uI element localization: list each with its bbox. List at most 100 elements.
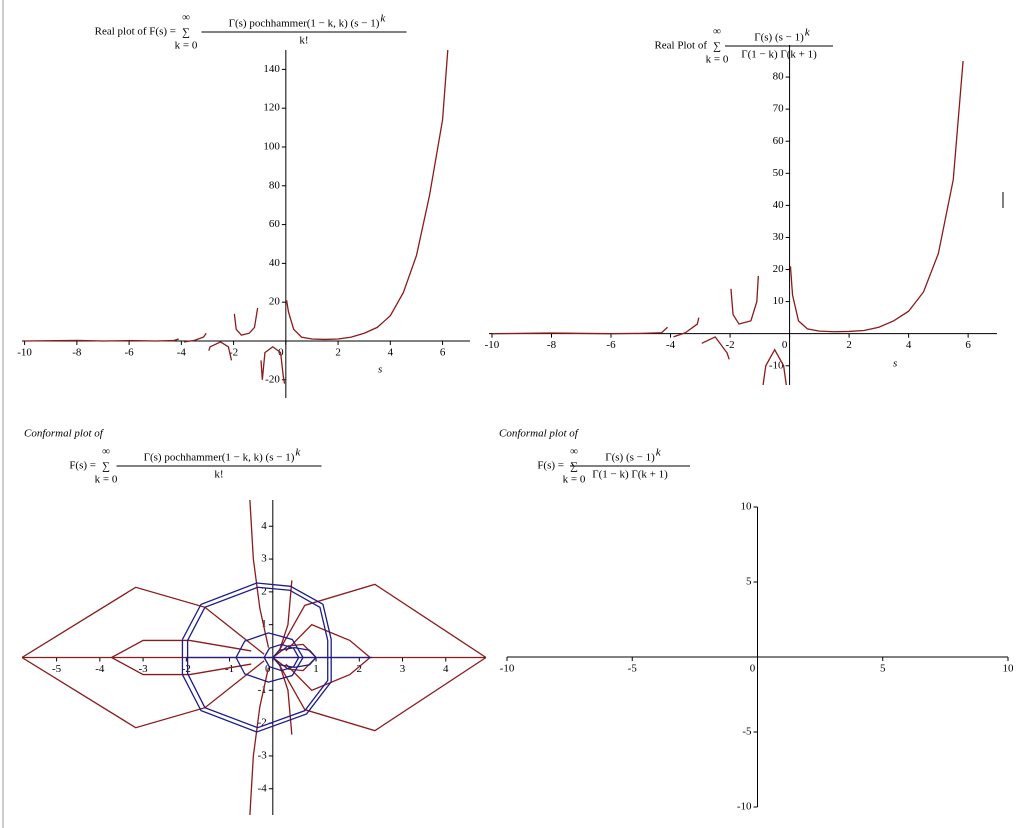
y-tick-label: -10: [769, 359, 784, 371]
y-tick-label: 70: [773, 103, 785, 115]
x-tick-label: -2: [182, 663, 191, 675]
y-tick-label: 3: [261, 553, 267, 565]
y-tick-label: 10: [773, 295, 785, 307]
plot-heading: Conformal plot of: [24, 428, 105, 440]
title-prefix: F(s) =: [537, 460, 564, 472]
title-prefix: Real plot of F(s) =: [95, 26, 176, 38]
x-tick-label: -3: [138, 663, 148, 675]
denominator: Γ(1 − k) Γ(k + 1): [741, 49, 817, 61]
y-tick-label: -4: [258, 782, 268, 794]
x-axis-label: s: [378, 364, 382, 376]
denominator: Γ(1 − k) Γ(k + 1): [592, 469, 668, 481]
x-tick-label: -1: [225, 663, 234, 675]
x-tick-label: 6: [440, 347, 446, 359]
curve: [110, 639, 252, 676]
curve: [701, 336, 730, 360]
y-tick-label: -2: [258, 717, 267, 729]
y-tick-label: 80: [269, 179, 281, 191]
curve: [233, 307, 259, 336]
exponent: k: [805, 27, 811, 39]
y-tick-label: -3: [258, 749, 268, 761]
curve: [208, 341, 233, 361]
sum-upper: ∞: [570, 446, 578, 458]
y-tick-label: 4: [261, 520, 267, 532]
x-tick-label: 4: [906, 339, 912, 351]
x-tick-label: -6: [125, 347, 135, 359]
x-tick-label: 2: [335, 347, 341, 359]
exponent: k: [295, 447, 301, 459]
sum-upper: ∞: [713, 26, 721, 38]
x-tick-label: -2: [725, 339, 734, 351]
x-tick-label: -4: [95, 663, 105, 675]
x-tick-label: -5: [628, 663, 638, 675]
curve: [24, 338, 179, 342]
y-tick-label: 40: [773, 199, 785, 211]
sum-upper: ∞: [182, 12, 190, 24]
exponent: k: [380, 13, 386, 25]
y-tick-label: 20: [269, 296, 281, 308]
x-tick-label: 4: [388, 347, 394, 359]
title-prefix: Real Plot of: [654, 40, 707, 52]
curve: [278, 580, 293, 652]
denominator: k!: [299, 35, 308, 47]
sum-symbol: ∑: [570, 461, 578, 473]
x-tick-label: 5: [880, 663, 886, 675]
y-tick-label: 2: [261, 585, 267, 597]
x-tick-label: -10: [17, 347, 32, 359]
title-prefix: F(s) =: [69, 460, 96, 472]
y-tick-label: -5: [742, 726, 752, 738]
x-tick-label: 6: [965, 339, 971, 351]
x-tick-label: -5: [52, 663, 62, 675]
numerator: Γ(s) (s − 1): [754, 32, 804, 44]
y-tick-label: 60: [773, 135, 785, 147]
sum-lower: k = 0: [95, 474, 118, 486]
sum-lower: k = 0: [175, 40, 198, 52]
sum-upper: ∞: [102, 446, 110, 458]
y-tick-label: 40: [269, 257, 281, 269]
x-tick-label: -6: [606, 339, 616, 351]
x-tick-label: 2: [357, 663, 363, 675]
x-tick-label: -10: [485, 339, 500, 351]
x-tick-label: 2: [846, 339, 852, 351]
x-tick-label: 4: [443, 663, 449, 675]
y-tick-label: 100: [263, 141, 280, 153]
x-tick-label: -8: [72, 347, 82, 359]
x-tick-label: 0: [782, 339, 788, 351]
numerator: Γ(s) (s − 1): [605, 452, 655, 464]
curve: [181, 582, 332, 733]
y-tick-label: 120: [263, 102, 280, 114]
x-tick-label: 1: [313, 663, 319, 675]
exponent: k: [656, 447, 662, 459]
y-tick-label: 20: [773, 263, 785, 275]
y-tick-label: 1: [261, 618, 267, 630]
plot-area: [491, 60, 964, 385]
curve: [183, 332, 207, 343]
y-tick-label: 5: [746, 576, 752, 588]
curve: [673, 317, 700, 338]
numerator: Γ(s) pochhammer(1 − k, k) (s − 1): [144, 452, 295, 464]
x-tick-label: -2: [229, 347, 238, 359]
sum-lower: k = 0: [563, 474, 586, 486]
numerator: Γ(s) pochhammer(1 − k, k) (s − 1): [229, 18, 380, 30]
y-tick-label: -10: [737, 801, 752, 813]
x-tick-label: -8: [547, 339, 557, 351]
x-tick-label: 10: [1003, 663, 1015, 675]
curve: [285, 50, 449, 341]
sum-symbol: ∑: [713, 41, 721, 53]
y-tick-label: 60: [269, 218, 281, 230]
y-tick-label: 80: [773, 71, 785, 83]
sum-symbol: ∑: [182, 27, 190, 39]
curve: [762, 348, 787, 385]
x-tick-label: 3: [400, 663, 406, 675]
sum-symbol: ∑: [102, 461, 110, 473]
curve: [260, 345, 286, 384]
y-tick-label: -20: [265, 373, 280, 385]
x-tick-label: -4: [177, 347, 187, 359]
y-tick-label: 140: [263, 63, 280, 75]
plot-heading: Conformal plot of: [499, 428, 580, 440]
curve: [491, 326, 668, 335]
plot-area: [22, 500, 486, 815]
sum-lower: k = 0: [706, 54, 729, 66]
y-tick-label: 30: [773, 231, 785, 243]
